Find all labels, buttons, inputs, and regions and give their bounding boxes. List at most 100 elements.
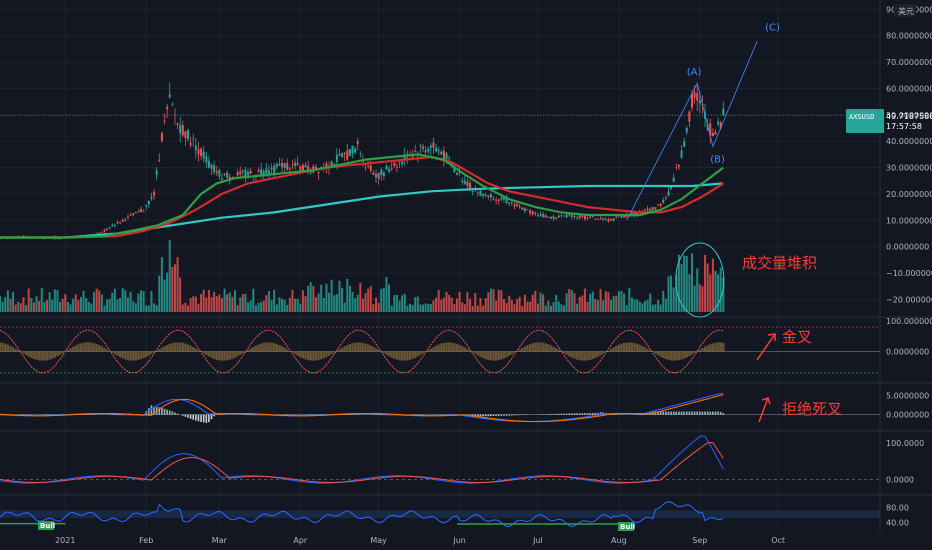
osc2-hist xyxy=(594,412,597,415)
osc2-hist xyxy=(168,410,171,415)
osc1-hist xyxy=(531,343,534,352)
candle-body xyxy=(617,216,620,218)
panes xyxy=(0,0,932,532)
volume-bar xyxy=(497,289,500,312)
osc1-hist xyxy=(638,344,641,352)
osc1-hist xyxy=(71,346,75,352)
osc1-hist xyxy=(90,342,93,352)
candle-body xyxy=(260,168,263,175)
osc2-hist xyxy=(208,414,210,423)
volume-bar xyxy=(435,297,438,312)
volume-bar xyxy=(223,288,226,312)
volume-bar xyxy=(40,288,43,312)
candle-body xyxy=(688,111,691,122)
osc1-hist xyxy=(343,346,346,352)
osc2-hist xyxy=(571,413,573,415)
annotation-volume-pile: 成交量堆积 xyxy=(742,254,817,272)
candle-body xyxy=(403,154,406,160)
annotation-reject-death-cross: 拒绝死叉 xyxy=(782,400,842,418)
volume-bar xyxy=(636,299,639,312)
osc1-hist xyxy=(552,346,555,352)
volume-bar xyxy=(231,296,234,312)
osc1-hist xyxy=(413,351,417,358)
osc1-hist xyxy=(61,351,64,354)
osc1-hist xyxy=(51,351,54,359)
osc1-hist xyxy=(387,351,391,357)
candle-body xyxy=(570,214,573,217)
osc1-hist xyxy=(693,351,696,354)
osc1-hist xyxy=(121,351,124,359)
volume-bar xyxy=(641,303,644,312)
volume-bar xyxy=(549,305,552,312)
candle-body xyxy=(615,216,618,218)
volume-bar xyxy=(625,305,628,312)
volume-bar xyxy=(474,292,477,312)
elliott-wave-line xyxy=(626,40,758,221)
osc2-hist xyxy=(672,411,675,415)
volume-bar xyxy=(77,300,80,312)
osc2-hist xyxy=(448,414,450,415)
volume-bar xyxy=(487,292,490,312)
osc1-hist xyxy=(327,351,331,356)
candle-body xyxy=(142,210,145,212)
candle-body xyxy=(134,212,137,214)
osc1-hist xyxy=(22,351,25,354)
osc1-hist xyxy=(291,351,294,353)
volume-bar xyxy=(194,296,197,312)
osc1-hist xyxy=(77,344,80,352)
osc1-hist xyxy=(521,347,524,352)
osc1-hist xyxy=(288,350,292,352)
bull-badge-2: Bull xyxy=(618,522,635,531)
volume-bar xyxy=(570,290,573,312)
candle-body xyxy=(463,180,466,185)
osc1-hist xyxy=(111,351,114,353)
osc1-hist xyxy=(58,351,62,355)
candle-body xyxy=(168,94,171,98)
volume-bar xyxy=(429,304,432,312)
y-tick-label: 60.0000000 xyxy=(886,84,932,93)
volume-bar xyxy=(414,297,417,312)
x-tick-label: Mar xyxy=(212,536,228,545)
volume-bar xyxy=(348,285,351,312)
candle-body xyxy=(262,171,265,176)
osc1-hist xyxy=(500,351,503,360)
osc2-hist xyxy=(495,414,497,416)
volume-bar xyxy=(51,299,54,312)
volume-bar xyxy=(651,304,654,312)
osc1-hist xyxy=(278,344,281,352)
candle-body xyxy=(719,122,722,128)
candle-body xyxy=(296,162,299,165)
candle-body xyxy=(153,191,156,196)
osc1-hist xyxy=(233,351,237,358)
candle-body xyxy=(288,168,291,170)
volume-bar xyxy=(542,294,545,312)
candle-body xyxy=(672,177,675,182)
volume-bar xyxy=(523,294,526,312)
osc2-hist xyxy=(688,411,691,415)
volume-bar xyxy=(372,304,375,312)
candle-body xyxy=(565,214,568,218)
osc1-hist xyxy=(40,351,43,361)
osc1-hist xyxy=(419,351,422,356)
candle-body xyxy=(437,150,440,152)
volume-bar xyxy=(171,266,174,312)
osc2-signal-line xyxy=(0,394,724,423)
volume-bar xyxy=(581,295,584,312)
osc1-hist xyxy=(716,342,720,352)
osc2-hist xyxy=(174,412,176,415)
volume-bar xyxy=(589,293,592,312)
volume-bar xyxy=(343,302,346,312)
osc1-hist xyxy=(254,345,258,352)
volume-bar xyxy=(453,304,456,312)
candle-body xyxy=(98,232,101,234)
volume-bar xyxy=(270,299,273,312)
y-tick-label: 5.0000000 xyxy=(886,392,929,401)
osc2-hist xyxy=(197,414,200,422)
osc2-hist xyxy=(505,414,508,416)
osc2-hist xyxy=(200,414,202,422)
osc1-hist xyxy=(241,351,245,354)
osc2-hist xyxy=(59,414,61,415)
ma-fast-line xyxy=(0,153,724,239)
volume-bar xyxy=(249,300,252,312)
candle-body xyxy=(636,212,639,215)
